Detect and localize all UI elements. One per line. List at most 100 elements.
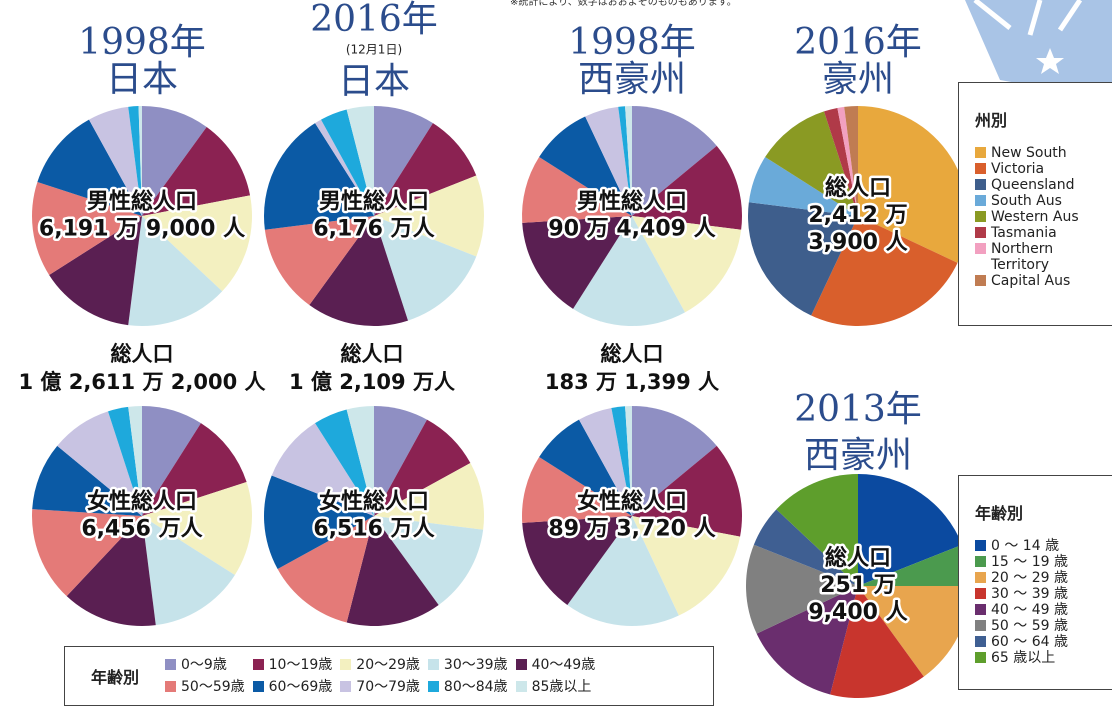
legend-swatch	[975, 179, 986, 190]
legend-swatch	[516, 659, 527, 670]
chart-title: 2013年	[794, 389, 922, 430]
center-label: 男性総人口	[87, 189, 197, 215]
legend-label: Northern Territory	[991, 241, 1101, 273]
chart-subtitle: 日本	[106, 59, 178, 100]
legend-item: 80〜84歳	[428, 679, 508, 695]
legend: 州別New SouthVictoriaQueenslandSouth AusWe…	[958, 82, 1112, 326]
total-label: 総人口	[341, 342, 404, 366]
total-label: 総人口	[601, 342, 664, 366]
legend-label: 15 〜 19 歳	[991, 554, 1101, 570]
center-value: 3,900 人	[808, 230, 907, 255]
legend-item: 0〜9歳	[165, 657, 245, 673]
legend-swatch	[975, 540, 986, 551]
legend-swatch	[975, 195, 986, 206]
center-label: 男性総人口	[577, 189, 687, 215]
legend-item: 10〜19歳	[253, 657, 333, 673]
center-value: 6,176 万人	[313, 217, 434, 242]
legend-item: 20〜29歳	[340, 657, 420, 673]
chart-title: 1998年	[78, 22, 206, 63]
legend-label: Western Aus	[991, 209, 1101, 225]
center-value: 90 万 4,409 人	[548, 217, 715, 242]
legend-item: 65 歳以上	[975, 650, 1112, 666]
legend-swatch	[975, 556, 986, 567]
legend-label: South Aus	[991, 193, 1101, 209]
legend-item: Western Aus	[975, 209, 1112, 225]
legend-item: 50 〜 59 歳	[975, 618, 1112, 634]
chart-subtitle: 日本	[338, 61, 410, 102]
chart-title: 1998年	[568, 22, 696, 63]
legend-swatch	[975, 652, 986, 663]
legend-label: Tasmania	[991, 225, 1101, 241]
center-value: 6,191 万 9,000 人	[39, 217, 245, 242]
legend-swatch	[975, 243, 986, 254]
center-value: 9,400 人	[808, 600, 907, 625]
center-label: 総人口	[825, 545, 891, 571]
legend-item: 85歳以上	[516, 679, 596, 695]
legend-label: 50 〜 59 歳	[991, 618, 1101, 634]
charts: ※統計により、数字はおおよそのものもあります。 1998年日本男性総人口6,19…	[0, 0, 1112, 708]
legend-swatch	[253, 659, 264, 670]
page: ※統計により、数字はおおよそのものもあります。 1998年日本男性総人口6,19…	[0, 0, 1112, 708]
legend-label: 50〜59歳	[181, 679, 245, 695]
legend-title: 年齢別	[65, 664, 165, 688]
chart-subtitle: 西豪州	[804, 435, 912, 476]
legend-item: 70〜79歳	[340, 679, 420, 695]
legend-swatch	[975, 588, 986, 599]
legend-label: 70〜79歳	[356, 679, 420, 695]
legend-label: Queensland	[991, 177, 1101, 193]
legend-swatch	[975, 227, 986, 238]
legend-item: South Aus	[975, 193, 1112, 209]
legend-swatch	[975, 147, 986, 158]
center-value: 6,516 万人	[313, 517, 434, 542]
legend: 年齢別0〜9歳10〜19歳20〜29歳30〜39歳40〜49歳50〜59歳60〜…	[64, 646, 714, 706]
legend-swatch	[975, 572, 986, 583]
legend-label: New South	[991, 145, 1101, 161]
chart-subtitle: 西豪州	[578, 59, 686, 100]
legend-label: 40〜49歳	[532, 657, 596, 673]
center-label: 総人口	[825, 175, 891, 201]
legend-swatch	[975, 163, 986, 174]
total-label: 総人口	[111, 342, 174, 366]
chart-subtitle: 豪州	[822, 59, 894, 100]
legend-label: Victoria	[991, 161, 1101, 177]
legend-item: Queensland	[975, 177, 1112, 193]
legend-item: 30 〜 39 歳	[975, 586, 1112, 602]
legend-label: 10〜19歳	[269, 657, 333, 673]
legend-label: 40 〜 49 歳	[991, 602, 1101, 618]
legend-title: 年齢別	[975, 500, 1112, 524]
legend-item: 20 〜 29 歳	[975, 570, 1112, 586]
chart-date: (12月1日)	[346, 43, 402, 57]
legend-item: New South	[975, 145, 1112, 161]
legend-swatch	[165, 681, 176, 692]
legend-label: 20 〜 29 歳	[991, 570, 1101, 586]
total-value: 183 万 1,399 人	[545, 370, 719, 394]
legend-label: 65 歳以上	[991, 650, 1101, 666]
legend-items: 0〜9歳10〜19歳20〜29歳30〜39歳40〜49歳50〜59歳60〜69歳…	[165, 657, 595, 695]
legend-swatch	[165, 659, 176, 670]
legend-label: 20〜29歳	[356, 657, 420, 673]
note: ※統計により、数字はおおよそのものもあります。	[510, 0, 737, 8]
center-value: 6,456 万人	[81, 517, 202, 542]
legend-swatch	[975, 620, 986, 631]
legend-item: 0 〜 14 歳	[975, 538, 1112, 554]
center-label: 女性総人口	[87, 489, 197, 515]
legend-label: 0〜9歳	[181, 657, 227, 673]
legend-item: 15 〜 19 歳	[975, 554, 1112, 570]
total-value: 1 億 2,109 万人	[289, 370, 455, 394]
legend-swatch	[975, 636, 986, 647]
legend-label: 30 〜 39 歳	[991, 586, 1101, 602]
legend-item: 60 〜 64 歳	[975, 634, 1112, 650]
legend-swatch	[428, 659, 439, 670]
center-label: 女性総人口	[319, 489, 429, 515]
legend-label: 80〜84歳	[444, 679, 508, 695]
legend-item: Capital Aus	[975, 273, 1112, 289]
center-label: 男性総人口	[319, 189, 429, 215]
legend-label: 85歳以上	[532, 679, 592, 695]
legend-item: Northern Territory	[975, 241, 1112, 273]
legend-item: 40〜49歳	[516, 657, 596, 673]
center-value: 2,412 万	[808, 203, 907, 228]
legend-swatch	[975, 211, 986, 222]
legend-swatch	[975, 275, 986, 286]
legend-label: 30〜39歳	[444, 657, 508, 673]
